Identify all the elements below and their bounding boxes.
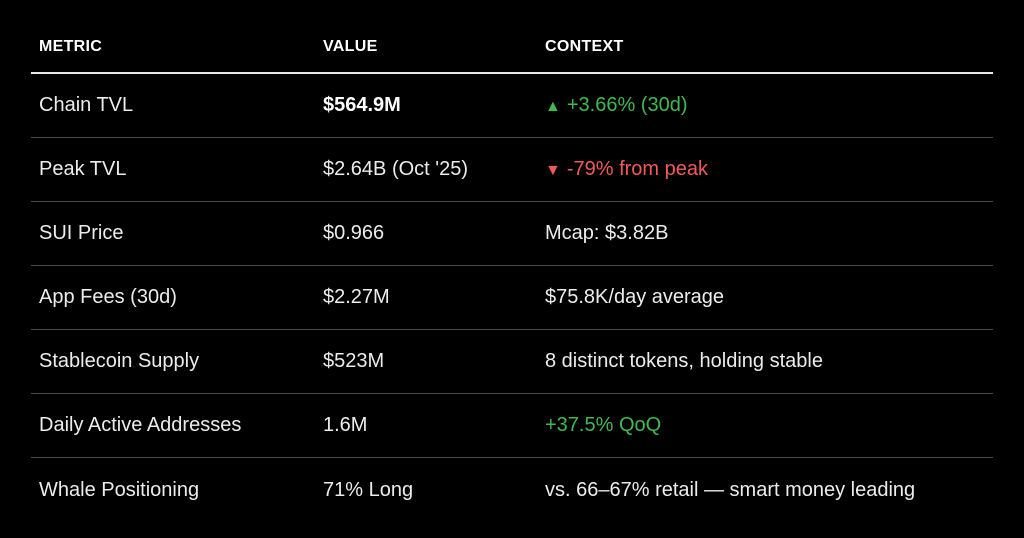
- value-cell: 1.6M: [323, 414, 368, 436]
- context-cell: $75.8K/day average: [545, 286, 725, 308]
- value-cell: $2.64B (Oct '25): [323, 158, 468, 180]
- table-row: App Fees (30d) $2.27M $75.8K/day average: [31, 266, 993, 330]
- value-cell: $564.9M: [323, 94, 401, 116]
- context-cell: ▼ -79% from peak: [537, 158, 993, 181]
- triangle-up-icon: ▲: [545, 98, 561, 115]
- table-header: METRIC VALUE CONTEXT: [31, 22, 993, 74]
- context-text: +3.66% (30d): [566, 94, 688, 116]
- value-cell: $0.966: [323, 222, 385, 244]
- metric-cell: Whale Positioning: [39, 478, 200, 501]
- header-value: VALUE: [323, 38, 378, 55]
- context-cell: vs. 66–67% retail — smart money leading: [545, 478, 916, 501]
- metric-cell: App Fees (30d): [39, 286, 177, 308]
- header-metric: METRIC: [39, 38, 103, 55]
- metric-cell: SUI Price: [39, 222, 124, 244]
- table-row: Stablecoin Supply $523M 8 distinct token…: [31, 330, 993, 394]
- metric-cell: Daily Active Addresses: [39, 414, 242, 436]
- context-text: -79% from peak: [566, 158, 709, 180]
- context-cell: Mcap: $3.82B: [545, 222, 669, 244]
- metric-cell: Peak TVL: [39, 158, 127, 180]
- metric-cell: Stablecoin Supply: [39, 350, 200, 372]
- value-cell: $2.27M: [323, 286, 390, 308]
- value-cell: $523M: [323, 350, 385, 372]
- table-row: Whale Positioning 71% Long vs. 66–67% re…: [31, 458, 993, 522]
- table-row: Chain TVL $564.9M ▲ +3.66% (30d): [31, 74, 993, 138]
- header-context: CONTEXT: [545, 38, 624, 55]
- context-cell: ▲ +3.66% (30d): [537, 94, 993, 117]
- metrics-table: METRIC VALUE CONTEXT Chain TVL $564.9M ▲…: [31, 22, 993, 522]
- table-row: SUI Price $0.966 Mcap: $3.82B: [31, 202, 993, 266]
- metric-cell: Chain TVL: [39, 94, 134, 116]
- value-cell: 71% Long: [323, 478, 414, 501]
- context-cell: 8 distinct tokens, holding stable: [545, 350, 823, 372]
- context-cell: +37.5% QoQ: [545, 414, 662, 436]
- table-row: Daily Active Addresses 1.6M +37.5% QoQ: [31, 394, 993, 458]
- triangle-down-icon: ▼: [545, 162, 561, 179]
- table-row: Peak TVL $2.64B (Oct '25) ▼ -79% from pea…: [31, 138, 993, 202]
